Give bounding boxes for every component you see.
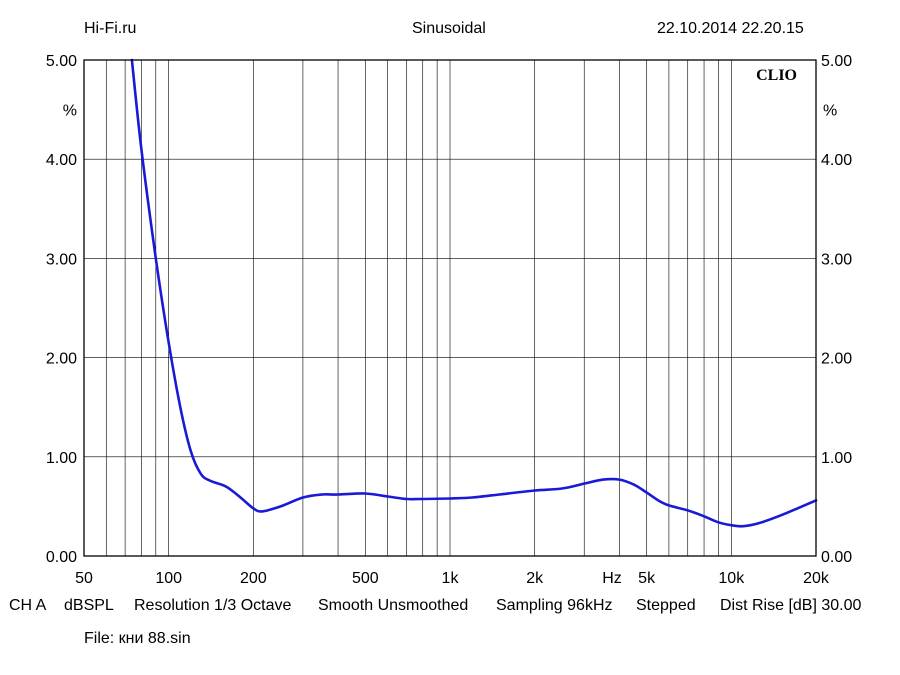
- x-tick-label: 10k: [718, 570, 745, 587]
- footer-unit: dBSPL: [64, 597, 114, 614]
- footer-resolution: Resolution 1/3 Octave: [134, 597, 292, 614]
- y-tick-label-left: 1.00: [46, 450, 77, 467]
- y-tick-label-left: 4.00: [46, 152, 77, 169]
- y-tick-label-right: 5.00: [821, 53, 852, 70]
- y-tick-label-right: 0.00: [821, 549, 852, 566]
- grid-layer: [84, 60, 816, 556]
- y-unit-label-left: %: [63, 103, 77, 120]
- x-tick-label: 5k: [638, 570, 656, 587]
- x-tick-label: 500: [352, 570, 379, 587]
- clio-brand: CLIO: [756, 67, 797, 84]
- header-site-label: Hi-Fi.ru: [84, 20, 137, 37]
- header-timestamp: 22.10.2014 22.20.15: [657, 20, 804, 37]
- y-tick-label-left: 3.00: [46, 251, 77, 268]
- y-tick-label-right: 4.00: [821, 152, 852, 169]
- y-unit-label-right: %: [823, 103, 837, 120]
- x-tick-label: 200: [240, 570, 267, 587]
- y-tick-label-left: 0.00: [46, 549, 77, 566]
- footer-mode: Stepped: [636, 597, 696, 614]
- y-tick-label-right: 3.00: [821, 251, 852, 268]
- footer-sampling: Sampling 96kHz: [496, 597, 613, 614]
- y-tick-label-right: 1.00: [821, 450, 852, 467]
- y-tick-label-left: 2.00: [46, 351, 77, 368]
- header-mode-label: Sinusoidal: [412, 20, 486, 37]
- footer-channel: CH A: [9, 597, 47, 614]
- curve-layer: [130, 58, 818, 528]
- x-tick-label: 100: [155, 570, 182, 587]
- x-tick-label: 2k: [526, 570, 544, 587]
- y-tick-label-right: 2.00: [821, 351, 852, 368]
- label-layer: 50 100 200 500 1k 2k 5k 10k 20k Hz 0.00 0.00 1.00 1.0…: [46, 53, 852, 587]
- x-tick-label: 1k: [442, 570, 460, 587]
- footer-dist-rise: Dist Rise [dB] 30.00: [720, 597, 862, 614]
- y-tick-label-left: 5.00: [46, 53, 77, 70]
- file-label: File: кни 88.sin: [84, 630, 191, 647]
- x-unit-label: Hz: [602, 570, 622, 587]
- plot-frame: [83, 59, 817, 557]
- x-tick-label: 50: [75, 570, 93, 587]
- footer-smoothing: Smooth Unsmoothed: [318, 597, 469, 614]
- x-tick-label: 20k: [803, 570, 830, 587]
- distortion-curve: [130, 58, 818, 528]
